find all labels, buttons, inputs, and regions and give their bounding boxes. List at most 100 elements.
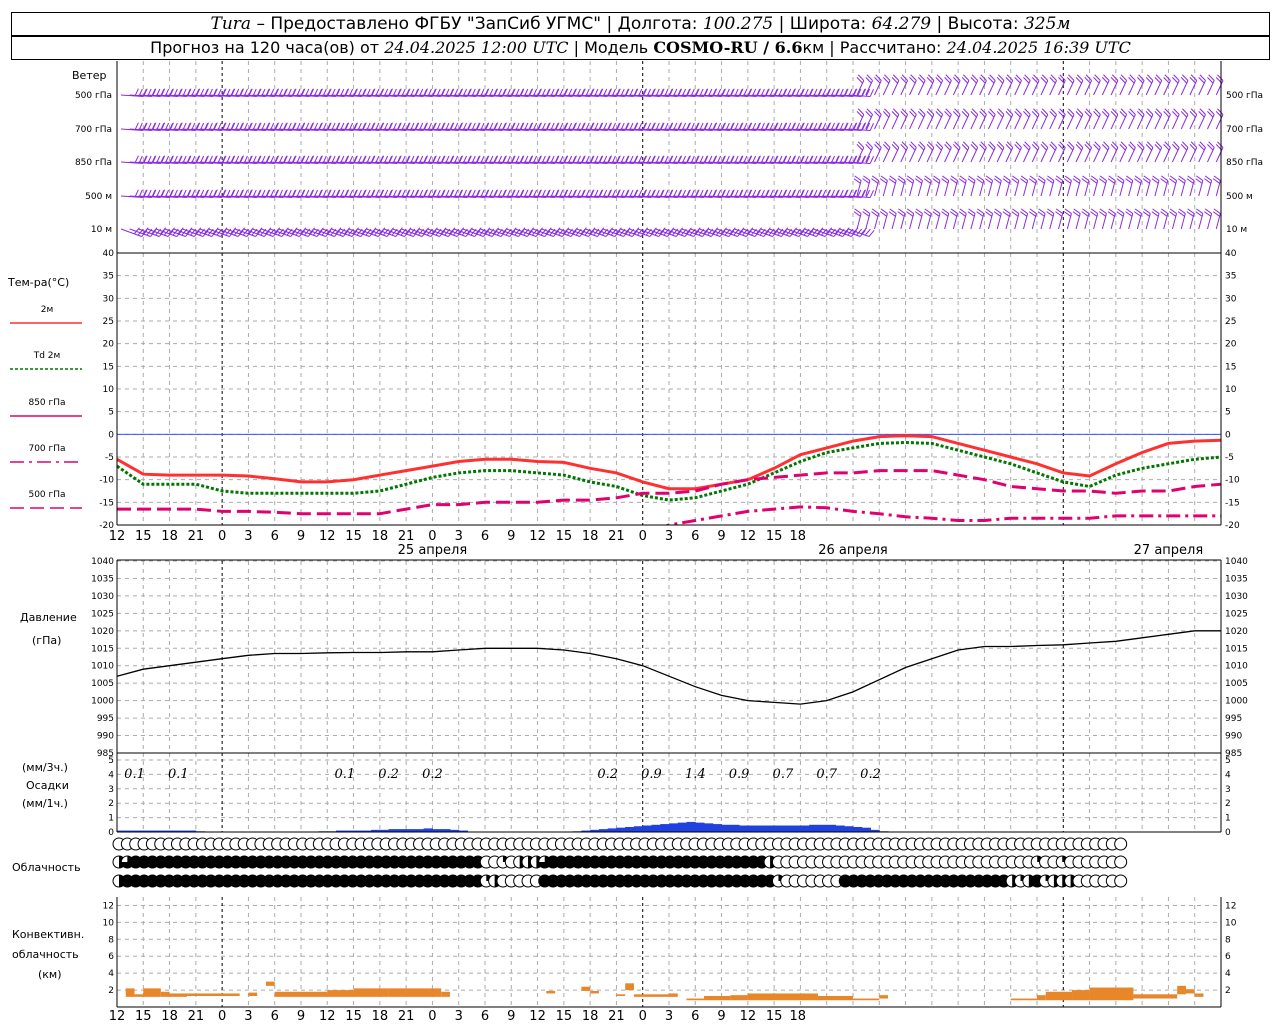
wind-barb-feather — [861, 189, 867, 198]
wind-barb-feather — [318, 122, 323, 131]
wind-barb-feather — [799, 227, 806, 235]
wind-barb-feather — [1204, 208, 1212, 214]
wind-barb-feather — [1020, 208, 1028, 214]
wind-barb-feather — [1173, 141, 1180, 148]
wind-barb-feather — [917, 111, 925, 118]
wind-barb-feather — [458, 227, 465, 235]
precip-ytick-right: 3 — [1225, 785, 1231, 795]
wind-barb-feather — [660, 88, 665, 97]
wind-barb-feather — [677, 189, 683, 198]
wind-barb-feather — [879, 178, 887, 184]
precip-bar — [449, 829, 460, 832]
wind-barb-feather — [388, 122, 393, 131]
wind-barb-feather — [889, 175, 897, 181]
x-tick-label: 21 — [188, 529, 205, 544]
precip-ytick-right: 2 — [1225, 799, 1231, 809]
wind-barb-feather — [537, 189, 542, 198]
wind-barb-staff — [331, 228, 353, 237]
wind-barb-feather — [1024, 141, 1031, 148]
wind-barb-feather — [1058, 111, 1065, 118]
wind-barb-feather — [712, 122, 718, 131]
precip-bar — [125, 830, 136, 832]
wind-barb-feather — [703, 227, 710, 235]
precip-bar — [642, 825, 652, 832]
wind-barb-feather — [1207, 77, 1214, 84]
longitude-value: 100.275 — [702, 14, 774, 34]
wind-barb-feather — [1164, 141, 1171, 148]
wind-barb-feather — [1129, 108, 1136, 115]
wind-barb-feather — [414, 88, 420, 97]
wind-barb-feather — [292, 122, 297, 131]
wind-barb-feather — [650, 227, 657, 235]
wind-barb-feather — [327, 88, 332, 97]
wind-barb-feather — [326, 227, 333, 235]
wind-level-left: 500 гПа — [75, 91, 112, 101]
wind-barb-feather — [901, 74, 908, 81]
wind-barb-feather — [844, 122, 849, 131]
wind-barb-feather — [1012, 175, 1020, 181]
wind-barb-feather — [493, 227, 500, 235]
wind-barb-feather — [756, 189, 761, 198]
wind-barb-feather — [1023, 144, 1030, 151]
wind-barb-feather — [961, 111, 969, 118]
wind-barb-staff — [155, 228, 177, 237]
wind-barb-feather — [1029, 175, 1037, 181]
wind-barb-feather — [976, 178, 984, 184]
wind-barb-feather — [1163, 77, 1170, 84]
wind-barb-feather — [988, 144, 995, 151]
x-tick-label: 18 — [161, 529, 178, 544]
wind-barb-staff — [173, 228, 195, 237]
pressure-ytick-right: 1025 — [1225, 609, 1248, 619]
wind-barb-feather — [651, 122, 656, 131]
wind-barb-feather — [1098, 211, 1107, 217]
header-line-2: Прогноз на 120 часа(ов) от 24.04.2025 12… — [11, 36, 1270, 60]
wind-barb-feather — [891, 77, 898, 84]
x-tick-label: 6 — [271, 529, 279, 544]
temp-ytick-right: 35 — [1225, 272, 1236, 282]
wind-barb-feather — [239, 88, 244, 97]
wind-barb-feather — [854, 175, 862, 181]
wind-barb-feather — [933, 208, 941, 214]
wind-barb-staff — [374, 228, 396, 237]
wind-barb-feather — [476, 155, 481, 164]
wind-barb-feather — [721, 155, 726, 164]
precip-unit-3h: (мм/3ч.) — [22, 761, 68, 774]
wind-barb-feather — [615, 227, 622, 235]
wind-barb-feather — [765, 88, 770, 97]
wind-barb-feather — [484, 227, 491, 235]
wind-barb-feather — [865, 189, 871, 198]
wind-barb-feather — [1213, 175, 1221, 181]
wind-barb-staff — [813, 228, 835, 237]
wind-barb-feather — [747, 227, 754, 235]
wind-barb-feather — [178, 189, 183, 198]
wind-barb-feather — [844, 88, 849, 97]
wind-barb-feather — [1068, 74, 1075, 81]
conv-ytick-left: 10 — [103, 918, 115, 928]
precip-ytick-left: 0 — [108, 828, 114, 838]
wind-barb-feather — [422, 227, 429, 235]
conv-bar — [441, 991, 450, 997]
wind-barb-feather — [143, 88, 148, 97]
wind-barb-feather — [606, 227, 613, 235]
wind-barb-feather — [581, 88, 586, 97]
wind-barb-feather — [485, 189, 490, 198]
wind-barb-feather — [866, 108, 873, 115]
wind-barb-feather — [143, 122, 148, 131]
wind-barb-feather — [519, 227, 526, 235]
wind-barb-feather — [686, 189, 691, 198]
wind-barb-feather — [309, 227, 316, 235]
wind-barb-feather — [1023, 77, 1030, 84]
wind-barb-feather — [1068, 108, 1075, 115]
wind-barb-feather — [1204, 175, 1212, 181]
wind-barb-feather — [1208, 108, 1215, 115]
temp-ytick-right: 15 — [1225, 362, 1236, 372]
wind-barb-feather — [1094, 74, 1101, 81]
wind-barb-feather — [598, 155, 604, 164]
wind-barb-feather — [274, 122, 280, 131]
wind-barb-feather — [677, 88, 683, 97]
wind-barb-feather — [1063, 211, 1071, 217]
wind-barb-feather — [669, 189, 674, 198]
wind-barb-feather — [598, 227, 605, 235]
wind-barb-feather — [642, 227, 649, 235]
wind-barb-feather — [1031, 111, 1039, 118]
